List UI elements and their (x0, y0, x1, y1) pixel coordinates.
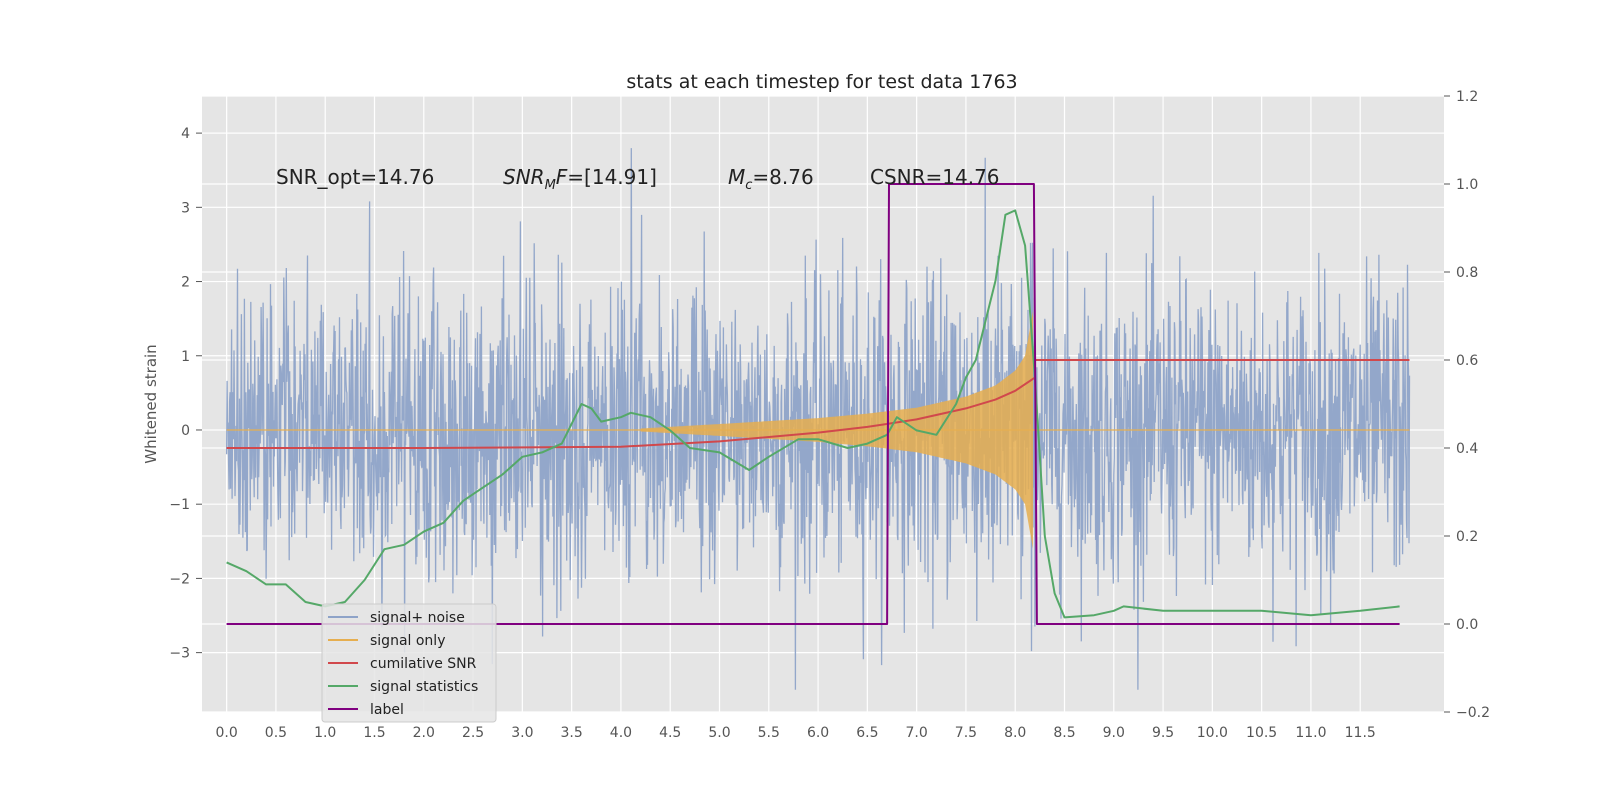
x-tick-label: 10.0 (1197, 725, 1228, 741)
annotation-snr-opt: SNR_opt=14.76 (276, 165, 434, 189)
signal-statistics-line (226, 209, 1400, 619)
legend-label: signal statistics (370, 679, 478, 695)
legend-label: label (370, 702, 404, 718)
chart-title: stats at each timestep for test data 176… (626, 71, 1017, 93)
y-tick-label: 0 (181, 423, 190, 439)
x-tick-label: 6.5 (856, 725, 878, 741)
annotation-snr-mf-sub: M (545, 178, 556, 193)
y2-tick-label: 1.2 (1456, 89, 1478, 105)
x-tick-label: 7.5 (955, 725, 977, 741)
x-tick-label: 4.5 (659, 725, 681, 741)
y2-tick-label: −0.2 (1456, 705, 1490, 721)
annotation-mc-sub: c (745, 178, 752, 193)
y2-tick-label: 1.0 (1456, 177, 1478, 193)
annotation-mc: Mc=8.76 (728, 165, 814, 193)
x-tick-label: 8.0 (1004, 725, 1026, 741)
legend-label: signal+ noise (370, 610, 465, 626)
legend-label: signal only (370, 633, 445, 649)
y2-tick-label: 0.6 (1456, 353, 1478, 369)
x-tick-label: 3.0 (511, 725, 533, 741)
y2-tick-label: 0.4 (1456, 441, 1478, 457)
y-tick-label: 2 (181, 275, 190, 291)
lines-layer (226, 183, 1410, 625)
y2-axis-ticks: −0.2 0.0 0.2 0.4 0.6 0.8 1.0 1.2 (1444, 89, 1490, 721)
x-tick-label: 10.5 (1246, 725, 1277, 741)
x-tick-label: 4.0 (610, 725, 632, 741)
label-line (226, 183, 1400, 625)
annotation-snr-mf: SNRMF=[14.91] (503, 165, 657, 193)
y2-tick-label: 0.8 (1456, 265, 1478, 281)
annotation-snr-mf-value: =[14.91] (567, 165, 657, 189)
x-tick-label: 2.0 (413, 725, 435, 741)
x-tick-label: 1.5 (363, 725, 385, 741)
annotation-csnr: CSNR=14.76 (870, 165, 1000, 189)
annotation-snr-mf-f: F (556, 165, 568, 189)
y-tick-label: 4 (181, 126, 190, 142)
legend: signal+ noise signal only cumilative SNR si… (321, 603, 497, 723)
x-tick-label: 5.0 (708, 725, 730, 741)
annotation-mc-base: M (728, 165, 745, 189)
x-tick-label: 6.0 (807, 725, 829, 741)
x-tick-label: 5.5 (758, 725, 780, 741)
x-tick-label: 1.0 (314, 725, 336, 741)
x-tick-label: 0.5 (265, 725, 287, 741)
x-tick-label: 9.0 (1103, 725, 1125, 741)
x-tick-label: 7.0 (906, 725, 928, 741)
x-tick-label: 0.0 (216, 725, 238, 741)
x-tick-label: 2.5 (462, 725, 484, 741)
legend-box (321, 603, 497, 723)
x-tick-label: 11.0 (1295, 725, 1326, 741)
y-tick-label: 3 (181, 200, 190, 216)
y-tick-label: 1 (181, 349, 190, 365)
x-tick-label: 9.5 (1152, 725, 1174, 741)
y-axis-label: Whitened strain (142, 344, 160, 463)
x-axis-ticks: 0.0 0.5 1.0 1.5 2.0 2.5 3.0 3.5 4.0 4.5 5.0 5.5 6.0 6… (216, 725, 1376, 741)
x-tick-label: 8.5 (1053, 725, 1075, 741)
annotation-mc-value: =8.76 (752, 165, 813, 189)
y-tick-label: −2 (169, 571, 190, 587)
x-tick-label: 3.5 (561, 725, 583, 741)
y-axis-ticks: −3 −2 −1 0 1 2 3 4 (169, 126, 202, 662)
annotation-snr-mf-base: SNR (503, 165, 545, 189)
y-tick-label: −1 (169, 497, 190, 513)
y2-tick-label: 0.0 (1456, 617, 1478, 633)
y2-tick-label: 0.2 (1456, 529, 1478, 545)
y-tick-label: −3 (169, 646, 190, 662)
legend-label: cumilative SNR (370, 656, 477, 672)
x-tick-label: 11.5 (1345, 725, 1376, 741)
